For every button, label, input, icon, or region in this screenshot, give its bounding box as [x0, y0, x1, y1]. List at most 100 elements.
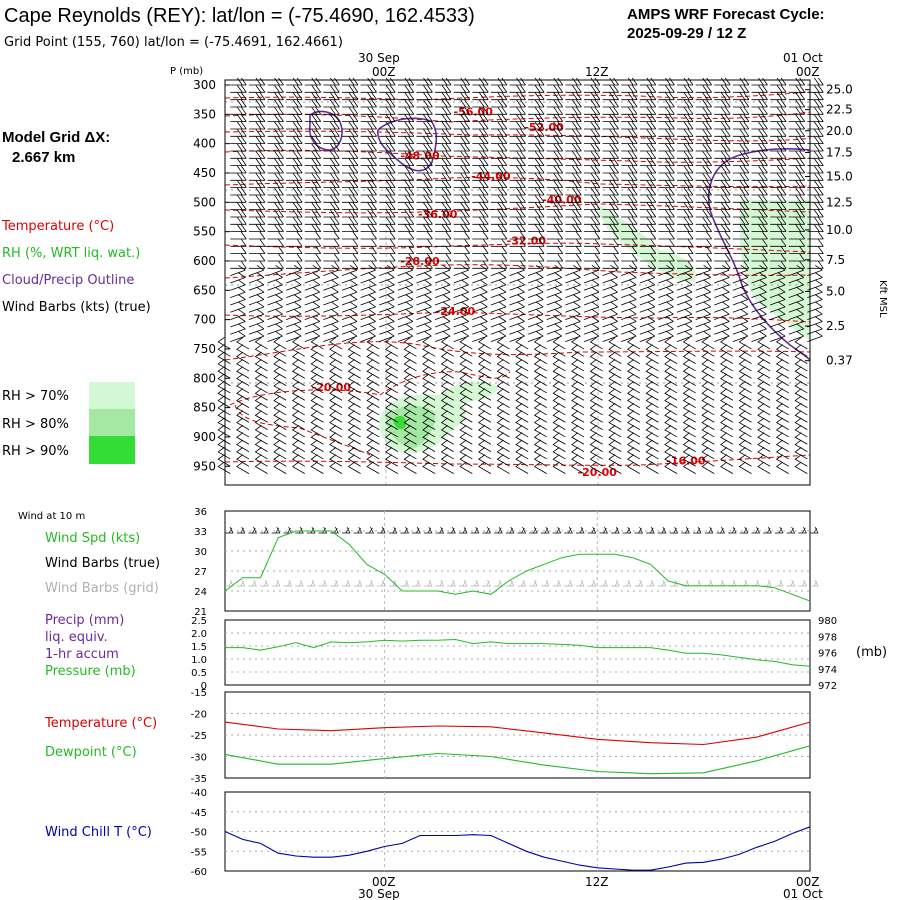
wind-barb — [645, 425, 659, 438]
wind-barb — [397, 231, 415, 240]
legend-wind-barbs-true: Wind Barbs (true) — [45, 556, 160, 571]
wind-barb — [342, 261, 359, 269]
wind-barb — [602, 136, 619, 145]
wind-barb — [720, 366, 734, 379]
wind-barb — [453, 195, 471, 203]
wind-barb — [435, 173, 452, 181]
wind-barb — [565, 143, 582, 152]
wind-barb — [248, 286, 265, 299]
wind-barb — [732, 165, 750, 174]
wind-barb — [267, 129, 284, 137]
wind-barb — [757, 344, 771, 357]
wind-barb — [360, 121, 377, 130]
wind-barb — [248, 99, 266, 108]
wind-barb — [416, 77, 433, 86]
wind-barb — [291, 395, 305, 408]
wind-barb — [472, 246, 489, 255]
wind-barb — [552, 366, 566, 379]
wind-barb — [751, 316, 767, 328]
wind-barb — [546, 231, 564, 240]
wind-barb-true — [739, 526, 749, 534]
wind-barb — [695, 187, 712, 196]
wind-barb — [788, 264, 804, 277]
wind-barb — [230, 231, 247, 240]
wind-barb — [342, 129, 359, 137]
wind-barb — [658, 231, 675, 240]
wind-barb — [310, 388, 324, 401]
wind-barb — [583, 294, 600, 306]
wind-barb — [701, 425, 715, 438]
wind-barb — [720, 403, 734, 416]
wind-barb — [416, 99, 433, 108]
wind-barb — [254, 410, 268, 423]
wind-barb — [602, 246, 619, 255]
wind-barb — [738, 439, 752, 452]
wind-barb — [230, 217, 247, 225]
wind-barb — [310, 395, 324, 408]
wind-barb — [695, 165, 712, 174]
wind-barb — [676, 272, 693, 284]
y-tick-label: 30 — [194, 547, 207, 558]
wind-barb — [248, 246, 266, 255]
wind-barb-true — [353, 526, 363, 534]
wind-barb — [738, 454, 752, 467]
wind-barb — [589, 359, 603, 372]
wind-barb — [533, 351, 547, 364]
wind-barb — [310, 425, 324, 438]
wind-barb — [490, 316, 507, 328]
wind-barb — [342, 99, 359, 108]
wind-barb — [453, 107, 471, 115]
wind-barb — [310, 454, 324, 467]
wind-barb-true — [587, 526, 597, 534]
wind-barb — [770, 136, 787, 145]
wind-barb — [416, 165, 433, 174]
wind-barb — [435, 187, 452, 196]
wind-barb — [769, 279, 786, 291]
pressure-tick-label: 650 — [193, 283, 216, 297]
wind-barb-grid — [283, 579, 293, 587]
wind-barb — [329, 439, 343, 452]
wind-chill-panel: -60-55-50-45-40 — [191, 788, 811, 878]
wind-barb — [440, 359, 454, 372]
wind-barb — [788, 180, 806, 189]
wind-barb — [453, 231, 471, 240]
wind-barb — [323, 107, 340, 115]
wind-barb — [459, 373, 473, 386]
wind-barb — [682, 351, 696, 364]
wind-barb — [509, 114, 526, 123]
wind-barb — [677, 107, 694, 115]
y-tick-label: -60 — [191, 867, 207, 878]
wind-barb — [310, 344, 324, 357]
wind-barb — [329, 417, 343, 430]
wind-barb — [602, 330, 618, 342]
wind-barb — [267, 294, 283, 306]
wind-barb — [546, 180, 564, 189]
wind-barb — [248, 143, 266, 152]
wind-barb — [472, 330, 488, 342]
wind-barb — [434, 272, 451, 284]
wind-barb — [416, 294, 432, 306]
wind-barb — [435, 136, 452, 145]
wind-barb — [248, 301, 265, 313]
wind-barb — [546, 217, 564, 225]
wind-barb — [286, 294, 302, 306]
wind-barb — [472, 294, 488, 306]
wind-barb — [695, 217, 712, 225]
wind-barb — [528, 114, 545, 123]
wind-barb — [472, 261, 489, 269]
wind-barb — [323, 85, 340, 93]
wind-barb — [720, 388, 734, 401]
wind-barb — [788, 323, 804, 335]
wind-barb — [645, 461, 659, 474]
wind-barb — [286, 286, 302, 299]
pressure-tick-label: 450 — [193, 166, 216, 180]
wind-barb — [379, 264, 395, 277]
wind-barb — [565, 294, 581, 306]
wind-barb — [440, 337, 454, 350]
wind-barb — [397, 253, 415, 262]
wind-barb — [788, 129, 806, 137]
wind-barb — [626, 417, 641, 430]
wind-barb-true — [470, 526, 480, 534]
wind-barb — [658, 217, 675, 225]
wind-barb — [304, 286, 321, 299]
